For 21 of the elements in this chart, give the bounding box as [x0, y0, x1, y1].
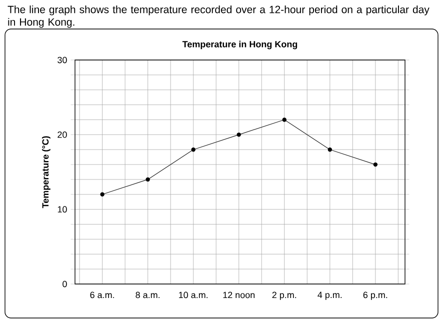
y-tick-label: 20	[58, 131, 67, 138]
y-tick-label: 10	[58, 206, 67, 213]
x-tick-label: 12 noon	[223, 292, 255, 298]
x-tick-label: 6 a.m.	[90, 292, 114, 298]
point	[236, 132, 241, 137]
point	[146, 177, 150, 182]
point	[191, 148, 196, 152]
x-tick-label: 4 p.m.	[318, 292, 342, 300]
point	[282, 118, 286, 122]
x-tick-label: 10 a.m.	[179, 292, 208, 298]
point	[100, 192, 104, 196]
y-axis-title: Temperature (°C)	[42, 136, 50, 208]
point	[373, 162, 378, 167]
x-tick-label: 6 p.m.	[363, 292, 388, 300]
point	[328, 148, 332, 152]
y-tick-label: 30	[58, 56, 67, 64]
x-tick-label: 8 a.m.	[136, 292, 160, 298]
y-tick-label: 0	[62, 280, 67, 288]
text: The line graph shows the temperature recorded over a 12-hour period on a particular day in Hong Kong.	[8, 6, 430, 28]
x-tick-label: 2 p.m.	[272, 292, 296, 300]
chart-title: Temperature in Hong Kong	[182, 40, 298, 50]
